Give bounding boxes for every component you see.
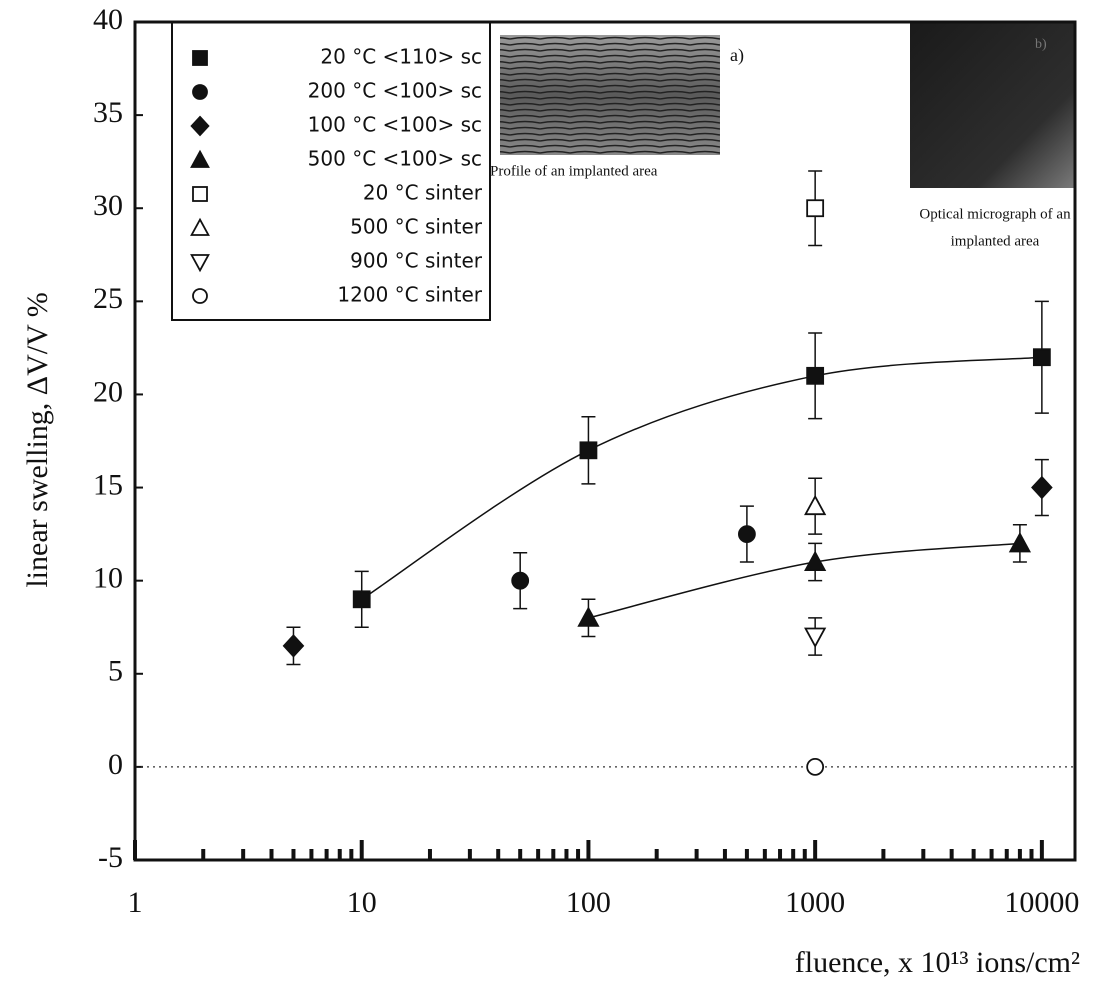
annotation: Profile of an implanted area (490, 163, 658, 179)
inset-image-b (910, 22, 1075, 188)
legend-label: 20 °C <110> sc (320, 45, 482, 69)
marker (1032, 348, 1051, 367)
legend-label: 900 °C sinter (350, 249, 483, 273)
y-tick-label: 0 (108, 748, 123, 781)
fit-curve (588, 542, 1020, 619)
legend-marker (190, 254, 210, 273)
legend-label: 1200 °C sinter (337, 283, 482, 307)
marker (579, 441, 598, 460)
x-axis-label: fluence, x 10¹³ ions/cm² (795, 946, 1080, 979)
x-tick-label: 1000 (785, 886, 845, 919)
marker (1031, 475, 1053, 500)
legend-label: 20 °C sinter (363, 181, 483, 205)
legend-label: 200 °C <100> sc (308, 79, 482, 103)
x-tick-label: 10 (347, 886, 377, 919)
fit-curve (361, 356, 1042, 600)
legend-label: 100 °C <100> sc (308, 113, 482, 137)
legend-marker (192, 50, 208, 66)
legend-marker (192, 288, 208, 304)
marker (1008, 531, 1032, 553)
legend-marker (190, 149, 210, 168)
y-tick-label: 30 (93, 189, 123, 222)
y-tick-label: 40 (93, 3, 123, 36)
legend-marker (190, 217, 210, 236)
legend-marker (192, 84, 208, 100)
x-tick-label: 100 (566, 886, 611, 919)
x-tick-label: 1 (128, 886, 143, 919)
marker (804, 494, 827, 516)
marker (511, 571, 530, 590)
marker (806, 199, 825, 218)
marker (804, 627, 827, 649)
y-axis-label: linear swelling, ΔV/V % (21, 292, 54, 587)
y-tick-label: 25 (93, 282, 123, 315)
y-tick-label: 35 (93, 96, 123, 129)
inset-image-a-texture (500, 35, 720, 155)
annotation: b) (1035, 37, 1047, 52)
marker (282, 634, 305, 658)
marker (352, 590, 371, 609)
marker (806, 366, 825, 385)
marker (577, 606, 600, 627)
x-tick-label: 10000 (1004, 886, 1079, 919)
y-tick-label: 10 (93, 562, 123, 595)
annotation: Optical micrograph of an (919, 206, 1071, 222)
y-tick-label: 20 (93, 375, 123, 408)
marker (806, 757, 825, 776)
annotation: a) (730, 45, 744, 66)
annotation: implanted area (951, 233, 1040, 249)
y-tick-label: 5 (108, 655, 123, 688)
y-tick-label: 15 (93, 468, 123, 501)
legend-label: 500 °C <100> sc (308, 147, 482, 171)
y-tick-label: -5 (98, 841, 123, 874)
marker (738, 525, 756, 544)
plot-frame (133, 20, 1077, 862)
legend-box (171, 21, 491, 321)
legend-marker (192, 186, 208, 202)
marker (804, 550, 827, 571)
legend-marker (190, 115, 210, 137)
legend-label: 500 °C sinter (350, 215, 483, 239)
